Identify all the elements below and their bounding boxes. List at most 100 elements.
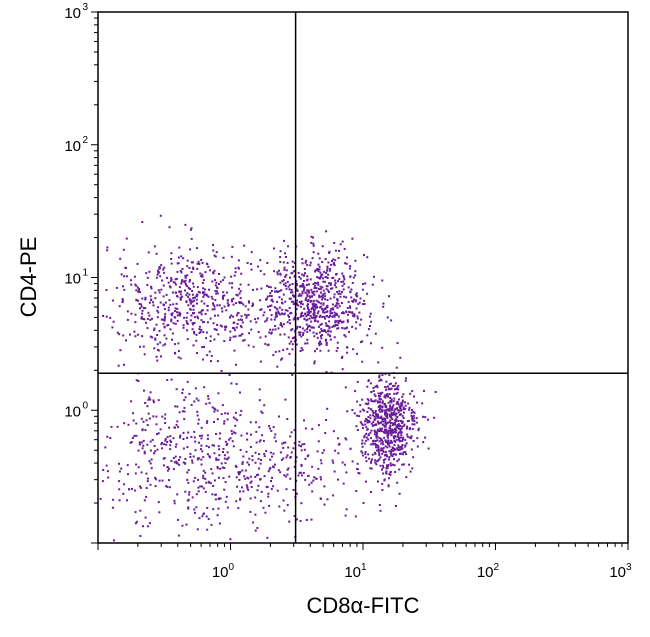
data-point — [153, 452, 156, 455]
data-point — [424, 416, 427, 419]
data-point — [211, 280, 214, 283]
data-point — [162, 344, 165, 347]
data-point — [215, 292, 218, 295]
data-point — [364, 417, 367, 420]
data-point — [351, 460, 354, 463]
data-point — [186, 478, 189, 481]
data-point — [336, 299, 339, 302]
data-point — [189, 302, 192, 305]
data-point — [374, 430, 377, 433]
data-point — [218, 454, 221, 457]
data-point — [318, 344, 321, 347]
data-point — [194, 387, 197, 390]
data-point — [317, 263, 320, 266]
data-point — [216, 514, 219, 517]
data-point — [298, 301, 301, 303]
data-point — [367, 402, 370, 405]
data-point — [404, 401, 406, 404]
data-point — [413, 420, 416, 423]
data-point — [186, 446, 189, 449]
data-point — [182, 324, 185, 327]
data-point — [233, 329, 236, 332]
data-point — [140, 303, 142, 306]
data-point — [377, 414, 380, 417]
data-point — [295, 456, 298, 459]
data-point — [402, 424, 405, 427]
data-point — [286, 468, 289, 471]
data-point — [379, 509, 382, 512]
data-point — [322, 289, 325, 292]
data-point — [335, 349, 338, 352]
data-point — [364, 423, 367, 426]
data-point — [267, 495, 270, 498]
data-point — [416, 401, 419, 404]
data-point — [329, 284, 332, 286]
data-point — [230, 255, 233, 258]
data-point — [189, 248, 192, 251]
data-point — [334, 449, 337, 452]
data-point — [245, 484, 248, 487]
data-point — [317, 283, 320, 286]
data-point — [390, 451, 393, 453]
data-point — [372, 412, 375, 414]
data-point — [330, 263, 332, 266]
data-point — [295, 327, 298, 330]
data-point — [217, 314, 220, 317]
data-point — [392, 423, 394, 426]
data-point — [210, 295, 213, 298]
data-point — [146, 477, 149, 480]
data-point — [200, 448, 202, 451]
data-point — [290, 451, 293, 454]
data-point — [219, 432, 222, 435]
data-point — [341, 461, 344, 464]
data-point — [318, 268, 321, 271]
data-point — [320, 337, 323, 340]
data-point — [106, 435, 109, 438]
data-point — [273, 270, 275, 273]
data-point — [279, 451, 282, 454]
data-point — [371, 410, 374, 413]
data-point — [386, 415, 389, 418]
data-point — [312, 299, 315, 302]
data-point — [384, 422, 387, 425]
data-point — [374, 332, 377, 335]
data-point — [163, 266, 166, 269]
data-point — [212, 271, 214, 274]
data-point — [138, 485, 141, 488]
data-point — [417, 427, 420, 430]
data-point — [397, 448, 400, 451]
data-point — [270, 304, 273, 307]
data-point — [290, 329, 293, 332]
data-point — [188, 493, 191, 496]
data-point — [232, 416, 235, 419]
data-point — [183, 281, 186, 284]
data-point — [217, 445, 220, 448]
data-point — [284, 300, 287, 303]
data-point — [326, 299, 329, 302]
data-point — [140, 471, 143, 474]
data-point — [180, 282, 183, 285]
data-point — [158, 479, 161, 482]
data-point — [326, 305, 329, 308]
data-point — [405, 427, 408, 430]
data-point — [306, 304, 309, 307]
data-point — [271, 328, 274, 331]
data-point — [370, 342, 372, 345]
data-point — [162, 268, 165, 271]
data-point — [326, 306, 329, 309]
data-point — [152, 415, 155, 418]
data-point — [326, 407, 329, 410]
data-point — [256, 474, 258, 477]
data-point — [278, 290, 281, 293]
data-point — [378, 458, 381, 461]
data-point — [244, 477, 247, 480]
data-point — [163, 417, 166, 420]
data-point — [183, 410, 186, 413]
data-point — [273, 436, 276, 439]
data-point — [379, 393, 382, 395]
data-point — [382, 466, 385, 469]
data-point — [186, 380, 189, 383]
data-point — [367, 416, 370, 418]
data-point — [393, 444, 396, 446]
data-point — [348, 267, 351, 270]
